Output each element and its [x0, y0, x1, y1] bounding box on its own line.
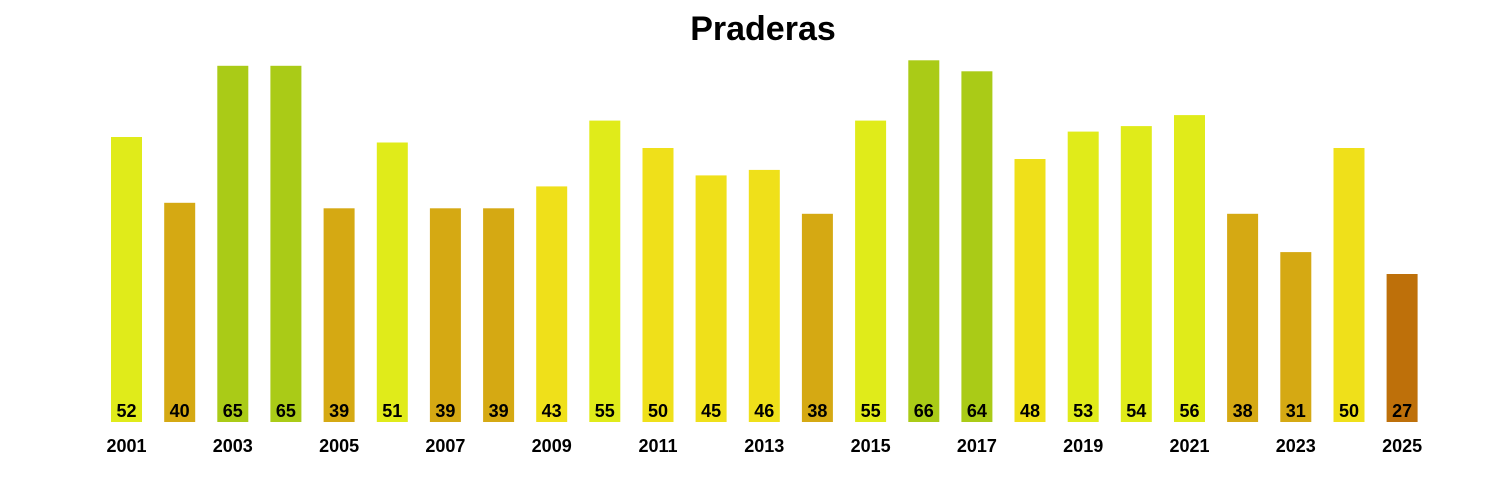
data-label-2004: 65 — [276, 401, 296, 421]
data-label-2023: 31 — [1286, 401, 1306, 421]
data-label-2024: 50 — [1339, 401, 1359, 421]
x-tick-label-2003: 2003 — [213, 436, 253, 456]
data-label-2011: 50 — [648, 401, 668, 421]
data-label-2001: 52 — [116, 401, 136, 421]
x-tick-label-2025: 2025 — [1382, 436, 1422, 456]
bar-2018 — [1014, 159, 1046, 422]
data-label-2018: 48 — [1020, 401, 1040, 421]
data-label-2015: 55 — [861, 401, 881, 421]
bar-2002 — [164, 202, 196, 422]
bar-2009 — [536, 186, 568, 422]
bar-2014 — [801, 213, 833, 422]
bar-2011 — [642, 148, 674, 422]
bar-2023 — [1280, 252, 1312, 422]
bar-2020 — [1120, 126, 1152, 422]
data-label-2003: 65 — [223, 401, 243, 421]
bar-2016 — [908, 60, 940, 423]
x-tick-label-2005: 2005 — [319, 436, 359, 456]
bar-2005 — [323, 208, 355, 422]
x-tick-label-2023: 2023 — [1276, 436, 1316, 456]
data-label-2002: 40 — [170, 401, 190, 421]
bar-2017 — [961, 71, 993, 423]
bar-2024 — [1333, 148, 1365, 422]
x-tick-label-2001: 2001 — [106, 436, 146, 456]
x-tick-label-2015: 2015 — [851, 436, 891, 456]
data-label-2021: 56 — [1179, 401, 1199, 421]
x-tick-label-2019: 2019 — [1063, 436, 1103, 456]
x-tick-label-2007: 2007 — [425, 436, 465, 456]
x-tick-label-2011: 2011 — [638, 436, 677, 456]
bar-2013 — [748, 169, 780, 422]
x-tick-label-2021: 2021 — [1169, 436, 1209, 456]
x-tick-label-2013: 2013 — [744, 436, 784, 456]
bar-2004 — [270, 65, 302, 423]
data-label-2009: 43 — [542, 401, 562, 421]
data-label-2013: 46 — [754, 401, 774, 421]
bar-2025 — [1386, 274, 1418, 422]
data-label-2012: 45 — [701, 401, 721, 421]
data-label-2025: 27 — [1392, 401, 1412, 421]
bar-2012 — [695, 175, 727, 422]
bar-2015 — [855, 120, 887, 422]
bar-2003 — [217, 65, 249, 423]
data-label-2008: 39 — [489, 401, 509, 421]
x-tick-label-2017: 2017 — [957, 436, 997, 456]
bar-2007 — [429, 208, 461, 422]
bar-2001 — [111, 137, 142, 422]
data-label-2005: 39 — [329, 401, 349, 421]
data-label-2010: 55 — [595, 401, 615, 421]
chart-title: Praderas — [690, 10, 836, 48]
bar-2010 — [589, 120, 621, 422]
bar-2008 — [483, 208, 515, 422]
x-tick-label-2009: 2009 — [532, 436, 572, 456]
bar-2006 — [376, 142, 408, 422]
data-label-2014: 38 — [807, 401, 827, 421]
data-label-2020: 54 — [1126, 401, 1146, 421]
data-label-2006: 51 — [382, 401, 402, 421]
bar-2019 — [1067, 131, 1099, 422]
data-label-2017: 64 — [967, 401, 987, 421]
bar-2021 — [1174, 115, 1205, 422]
data-label-2007: 39 — [435, 401, 455, 421]
data-label-2016: 66 — [914, 401, 934, 421]
data-label-2022: 38 — [1233, 401, 1253, 421]
data-label-2019: 53 — [1073, 401, 1093, 421]
bar-2022 — [1227, 213, 1259, 422]
